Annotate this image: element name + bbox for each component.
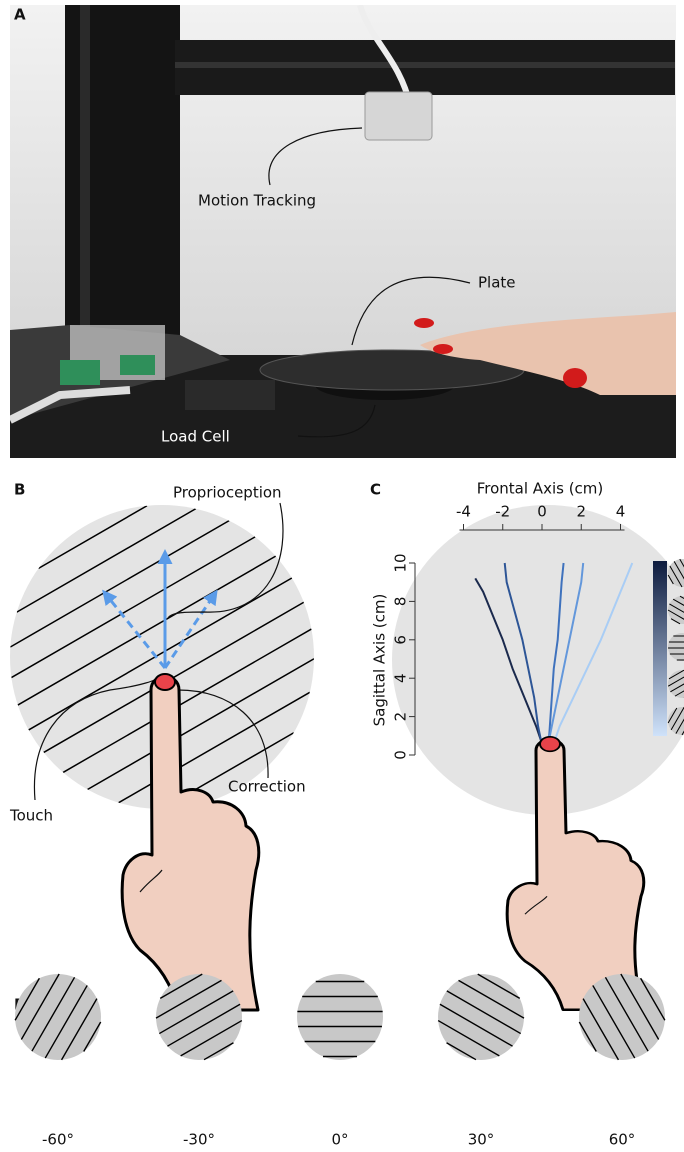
x-tick-label: 2 [576, 503, 586, 521]
photo [10, 5, 676, 458]
x-tick-label: 0 [537, 503, 547, 521]
annotation: Touch [9, 807, 53, 825]
figure: A Motion Tracking Plate Load Cell B Prop… [0, 0, 684, 1152]
y-tick-label: 2 [392, 712, 410, 722]
plate-icon [297, 974, 383, 1060]
panel-label: A [14, 6, 26, 24]
y-tick-label: 0 [392, 750, 410, 760]
plate-icon [438, 974, 524, 1060]
y-tick-label: 4 [392, 673, 410, 683]
plate-icon [156, 974, 242, 1060]
panel-label: B [14, 481, 25, 499]
orientation-label: -60° [42, 1131, 74, 1149]
fingernail [540, 737, 560, 752]
annotation: Proprioception [173, 484, 282, 502]
colorbar [653, 561, 667, 736]
annotation: Plate [478, 274, 516, 292]
y-axis-label: Sagittal Axis (cm) [371, 594, 389, 727]
annotation: Motion Tracking [198, 192, 316, 210]
x-axis-label: Frontal Axis (cm) [477, 480, 604, 498]
y-tick-label: 6 [392, 635, 410, 645]
plate-icon [579, 974, 665, 1060]
annotation: Correction [228, 778, 306, 796]
orientation-label: -30° [183, 1131, 215, 1149]
annotation: Load Cell [161, 428, 230, 446]
x-tick-label: -2 [495, 503, 510, 521]
x-tick-label: -4 [456, 503, 471, 521]
y-tick-label: 8 [392, 597, 410, 607]
orientation-label: 30° [468, 1131, 495, 1149]
orientation-label: 60° [609, 1131, 636, 1149]
x-tick-label: 4 [616, 503, 626, 521]
panel-label: C [370, 481, 381, 499]
plate-icon [15, 974, 101, 1060]
y-tick-label: 10 [392, 553, 410, 572]
orientation-label: 0° [331, 1131, 348, 1149]
fingernail [155, 674, 175, 690]
